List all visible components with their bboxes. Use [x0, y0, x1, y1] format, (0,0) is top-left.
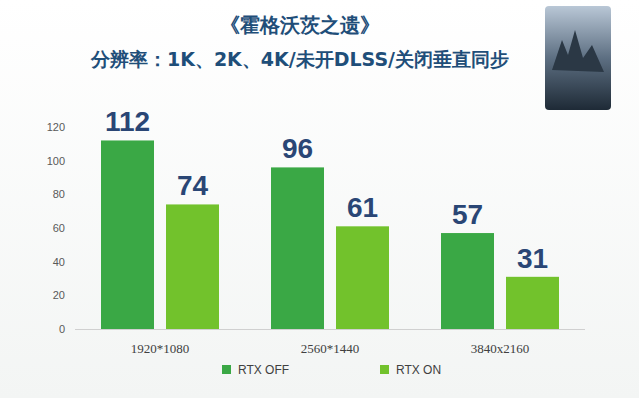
- y-tick-label: 100: [47, 155, 65, 167]
- data-label: 96: [282, 133, 313, 164]
- cover-image: [545, 6, 611, 110]
- bar: [166, 204, 219, 329]
- data-label: 74: [177, 170, 209, 201]
- bar: [506, 277, 559, 329]
- y-tick-label: 20: [53, 289, 65, 301]
- legend-swatch: [222, 365, 231, 374]
- background: [0, 0, 639, 398]
- x-tick-label: 1920*1080: [131, 341, 190, 356]
- x-tick-label: 2560*1440: [301, 341, 360, 356]
- data-label: 31: [517, 243, 548, 274]
- legend-label: RTX ON: [396, 363, 441, 377]
- title: 《霍格沃茨之遗》: [220, 13, 380, 37]
- bar: [336, 226, 389, 329]
- cover-castle: [552, 30, 604, 72]
- y-tick: [72, 329, 75, 330]
- y-tick-label: 40: [53, 256, 65, 268]
- data-label: 112: [105, 106, 150, 137]
- legend-swatch: [380, 365, 389, 374]
- x-axis: [75, 329, 585, 330]
- y-tick: [72, 160, 75, 161]
- bar: [101, 140, 154, 329]
- y-tick-label: 120: [47, 121, 65, 133]
- chart-svg: 《霍格沃茨之遗》分辨率：1K、2K、4K/未开DLSS/关闭垂直同步 0 20 40 6…: [0, 0, 639, 398]
- data-label: 57: [452, 199, 483, 230]
- y-tick: [72, 127, 75, 128]
- x-tick-label: 3840x2160: [471, 341, 530, 356]
- y-tick-label: 60: [53, 222, 65, 234]
- bars: [101, 140, 559, 329]
- bar: [271, 167, 324, 329]
- y-tick: [72, 295, 75, 296]
- y-tick-label: 80: [53, 188, 65, 200]
- y-tick: [72, 261, 75, 262]
- y-tick: [72, 228, 75, 229]
- bar: [441, 233, 494, 329]
- chart-container: 《霍格沃茨之遗》分辨率：1K、2K、4K/未开DLSS/关闭垂直同步 0 20 40 6…: [0, 0, 639, 398]
- y-tick: [72, 194, 75, 195]
- y-tick-label: 0: [59, 323, 65, 335]
- subtitle: 分辨率：1K、2K、4K/未开DLSS/关闭垂直同步: [90, 48, 509, 70]
- data-label: 61: [347, 192, 378, 223]
- legend-label: RTX OFF: [238, 363, 289, 377]
